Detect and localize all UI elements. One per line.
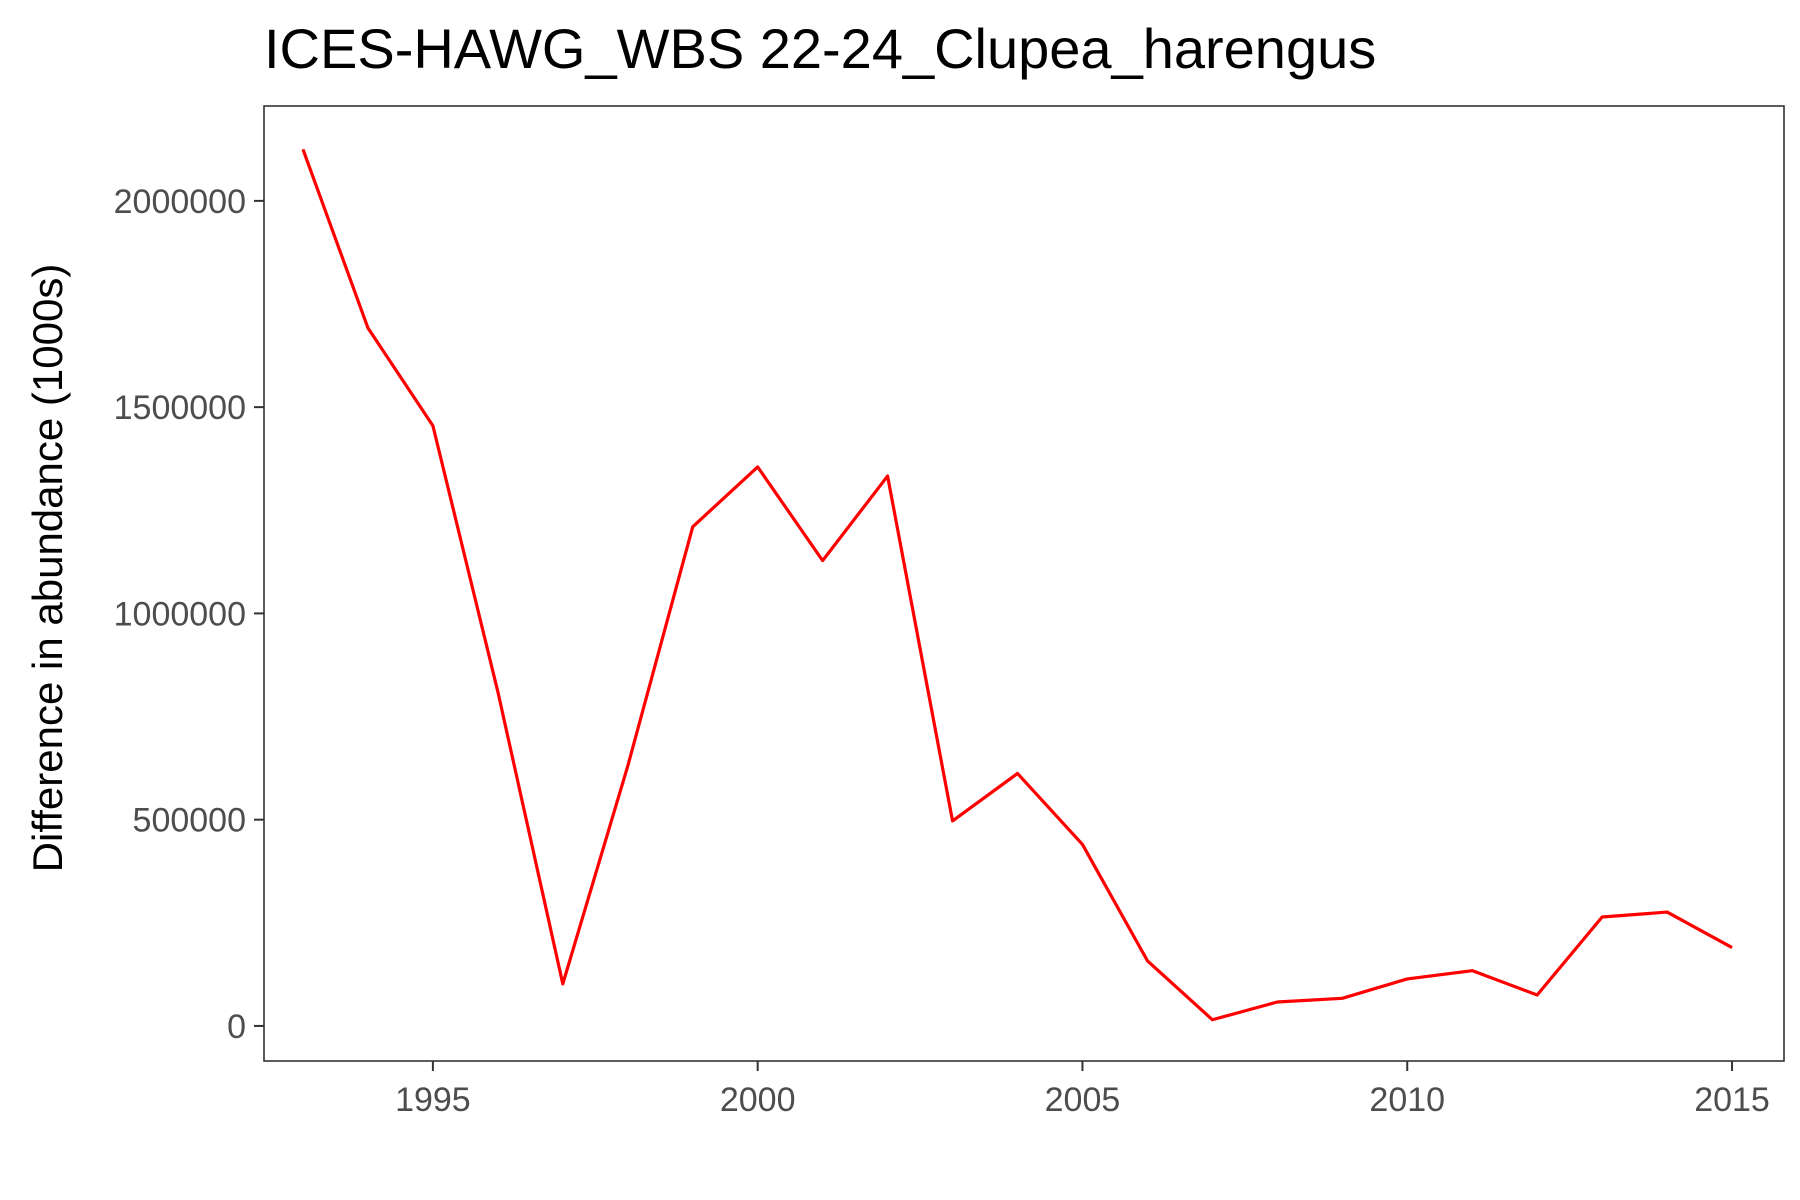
x-tick-label: 1995	[395, 1081, 471, 1119]
plot-area: 0 500000 1000000 1500000 2000000 1995 2000 2005…	[114, 105, 1785, 1119]
x-tick-label: 2000	[720, 1081, 796, 1119]
x-tick-label: 2010	[1369, 1081, 1445, 1119]
series-line-0	[301, 148, 1733, 1022]
x-tick-label: 2015	[1694, 1081, 1770, 1119]
y-axis-title: Difference in abundance (1000s)	[24, 264, 71, 873]
panel-border	[263, 105, 1785, 1062]
y-tick-label: 1000000	[114, 595, 246, 633]
x-tick-label: 2005	[1045, 1081, 1121, 1119]
y-tick-label: 0	[227, 1008, 246, 1046]
y-tick-label: 2000000	[114, 183, 246, 221]
y-tick-label: 500000	[133, 802, 246, 840]
chart-title: ICES-HAWG_WBS 22-24_Clupea_harengus	[264, 17, 1376, 80]
y-tick-label: 1500000	[114, 389, 246, 427]
